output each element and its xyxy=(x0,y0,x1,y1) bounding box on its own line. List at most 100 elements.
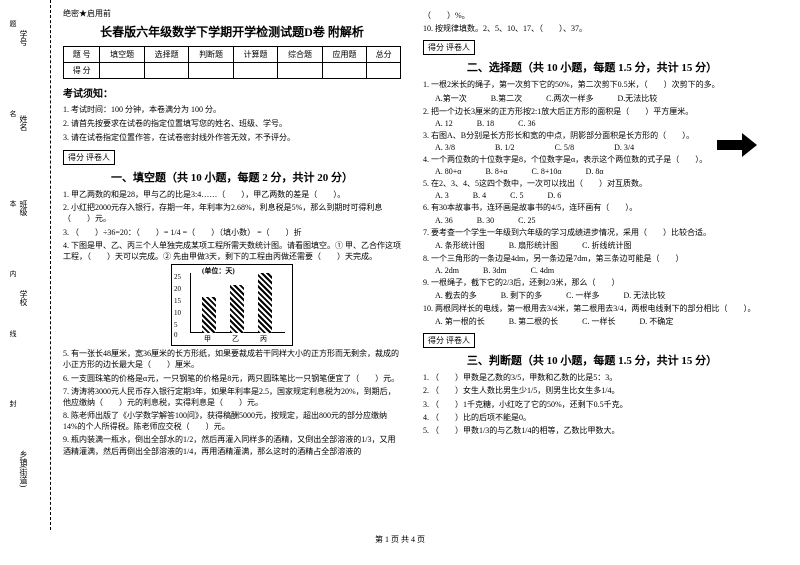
question: 7. 要考查一个学生一年级到六年级的学习成绩进步情况，采用（ ）比较合适。 xyxy=(423,227,761,238)
section2-title: 二、选择题（共 10 小题，每题 1.5 分，共计 15 分） xyxy=(423,59,761,75)
opt: C. 8+10α xyxy=(532,167,562,176)
th: 题 号 xyxy=(64,47,100,63)
th: 计算题 xyxy=(233,47,277,63)
xlabel: 甲 xyxy=(204,334,211,344)
binding-mark: 本 xyxy=(8,200,18,207)
question: 8. 陈老师出版了《小学数学解答100问》，获得稿酬5000元，按规定，超出80… xyxy=(63,410,401,432)
question: 6. 有30本故事书，连环画是故事书的4/5，连环画有（ ）。 xyxy=(423,202,761,213)
td[interactable] xyxy=(189,63,233,79)
opt: B. 30 xyxy=(477,216,494,225)
opt: B. 3dm xyxy=(483,266,507,275)
options: A. 3/8 B. 1/2 C. 5/8 D. 3/4 xyxy=(435,143,761,152)
notice-title: 考试须知： xyxy=(63,85,401,100)
question: 1. （ ）甲数是乙数的3/5，甲数和乙数的比是5：3。 xyxy=(423,372,761,383)
section3-title: 三、判断题（共 10 小题，每题 1.5 分，共计 15 分） xyxy=(423,352,761,368)
ytick: 15 xyxy=(174,297,181,305)
left-column: 绝密★启用前 长春版六年级数学下学期开学检测试题D卷 附解析 题 号 填空题 选… xyxy=(51,0,411,530)
opt: A. 80+α xyxy=(435,167,461,176)
th: 综合题 xyxy=(278,47,322,63)
scorer-box: 得分 评卷人 xyxy=(423,333,475,348)
td[interactable] xyxy=(144,63,188,79)
binding-mark: 名 xyxy=(8,110,18,117)
question: 2. 小红把2000元存入银行，存期一年，年利率为2.68%，利息税是5%，那么… xyxy=(63,202,401,224)
ytick: 10 xyxy=(174,309,181,317)
question: 9. 瓶内装满一瓶水，倒出全部水的1/2，然后再灌入同样多的酒精，又倒出全部溶液… xyxy=(63,434,401,456)
bar-yi xyxy=(230,285,244,333)
opt: C. 36 xyxy=(518,119,535,128)
options: A. 第一根的长 B. 第二根的长 C. 一样长 D. 不确定 xyxy=(435,316,761,327)
binding-field-town: 乡镇(街道) xyxy=(18,450,29,487)
question: 5. （ ）甲数1/3的与乙数1/4的相等，乙数比甲数大。 xyxy=(423,425,761,436)
bar-jia xyxy=(202,297,216,333)
binding-mark: 题 xyxy=(8,20,18,27)
td[interactable] xyxy=(367,63,401,79)
opt: D. 3/4 xyxy=(614,143,634,152)
opt: A. 第一根的长 xyxy=(435,316,485,327)
question: 2. 把一个边长3厘米的正方形按2:1放大后正方形的面积是（ ）平方厘米。 xyxy=(423,106,761,117)
question: 3. （ ）1千克糖，小红吃了它的50%，还剩下0.5千克。 xyxy=(423,399,761,410)
binding-mark: 封 xyxy=(8,400,18,407)
scorer-box: 得分 评卷人 xyxy=(423,40,475,55)
opt: C. 一样长 xyxy=(582,316,615,327)
question: 10. 两根同样长的电线，第一根用去3/4米，第二根用去3/4，两根电线剩下的部… xyxy=(423,303,761,314)
question: 1. 甲乙两数的和是28，甲与乙的比是3:4……（ ），甲乙两数的差是（ ）。 xyxy=(63,189,401,200)
options: A. 2dm B. 3dm C. 4dm xyxy=(435,266,761,275)
arrow-figure xyxy=(717,130,757,160)
td[interactable] xyxy=(322,63,366,79)
binding-field-class: 班级 xyxy=(18,200,29,216)
opt: A. 截去的多 xyxy=(435,290,477,301)
td[interactable] xyxy=(233,63,277,79)
ytick: 25 xyxy=(174,273,181,281)
question: 2. （ ）女生人数比男生少1/5，则男生比女生多1/4。 xyxy=(423,385,761,396)
question-cont: （ ）%。 xyxy=(423,10,761,21)
opt: C. 5 xyxy=(510,191,523,200)
question: 7. 涛涛将3000元人民币存入银行定期3年，如果年利率是2.5，国家规定利息税… xyxy=(63,386,401,408)
options: A. 36 B. 30 C. 25 xyxy=(435,216,761,225)
opt: A. 条形统计图 xyxy=(435,240,485,251)
opt: B. 18 xyxy=(477,119,494,128)
question: 4. 一个两位数的十位数字是8，个位数字是α，表示这个两位数的式子是（ ）。 xyxy=(423,154,761,165)
options: A. 截去的多 B. 剩下的多 C. 一样多 D. 无法比较 xyxy=(435,290,761,301)
opt: D. 无法比较 xyxy=(623,290,665,301)
options: A. 80+α B. 8+α C. 8+10α D. 8α xyxy=(435,167,761,176)
question: 3. 右图A、B分别是长方形长和宽的中点，阴影部分面积是长方形的（ ）。 xyxy=(423,130,761,141)
opt: C. 25 xyxy=(518,216,535,225)
y-axis xyxy=(190,273,191,333)
question: 6. 一支圆珠笔的价格是α元，一只钢笔的价格是8元，两只圆珠笔比一只钢笔便宜了（… xyxy=(63,373,401,384)
question: 9. 一根绳子，截下它的2/3后，还剩2/3米，那么（ ） xyxy=(423,277,761,288)
th: 判断题 xyxy=(189,47,233,63)
opt: D. 不确定 xyxy=(639,316,673,327)
options: A. 3 B. 4 C. 5 D. 6 xyxy=(435,191,761,200)
bar-bing xyxy=(258,273,272,333)
opt: A. 3/8 xyxy=(435,143,455,152)
ytick: 0 xyxy=(174,331,178,339)
opt: B. 8+α xyxy=(485,167,507,176)
opt: D.无法比较 xyxy=(617,93,657,104)
options: A.第一次 B.第二次 C.两次一样多 D.无法比较 xyxy=(435,93,761,104)
notice-list: 1. 考试时间：100 分钟，本卷满分为 100 分。 2. 请首先按要求在试卷… xyxy=(63,104,401,143)
notice-item: 1. 考试时间：100 分钟，本卷满分为 100 分。 xyxy=(63,104,401,115)
td[interactable] xyxy=(278,63,322,79)
bar-chart: (单位：天) 25 20 15 10 5 0 甲 乙 丙 xyxy=(171,264,293,346)
td[interactable] xyxy=(100,63,144,79)
notice-item: 2. 请首先按要求在试卷的指定位置填写您的姓名、班级、学号。 xyxy=(63,118,401,129)
th: 选择题 xyxy=(144,47,188,63)
opt: A. 3 xyxy=(435,191,449,200)
binding-field-id: 学号 xyxy=(18,30,29,46)
question: 1. 一根2米长的绳子，第一次剪下它的50%，第二次剪下0.5米，（ ）次剪下的… xyxy=(423,79,761,90)
binding-mark: 线 xyxy=(8,330,18,337)
opt: B. 扇形统计图 xyxy=(509,240,558,251)
right-column: （ ）%。 10. 按规律填数。2、5、10、17、（ ）、37。 得分 评卷人… xyxy=(411,0,771,530)
opt: B. 第二根的长 xyxy=(509,316,558,327)
opt: C. 5/8 xyxy=(555,143,575,152)
opt: B. 1/2 xyxy=(495,143,515,152)
question: 5. 有一张长48厘米，宽36厘米的长方形纸，如果要裁成若干同样大小的正方形而无… xyxy=(63,348,401,370)
opt: C.两次一样多 xyxy=(546,93,593,104)
scorer-box: 得分 评卷人 xyxy=(63,150,115,165)
notice-item: 3. 请在试卷指定位置作答，在试卷密封线外作答无效，不予评分。 xyxy=(63,132,401,143)
options: A. 12 B. 18 C. 36 xyxy=(435,119,761,128)
opt: A. 36 xyxy=(435,216,453,225)
opt: A. 2dm xyxy=(435,266,459,275)
opt: C. 一样多 xyxy=(566,290,599,301)
opt: A.第一次 xyxy=(435,93,467,104)
